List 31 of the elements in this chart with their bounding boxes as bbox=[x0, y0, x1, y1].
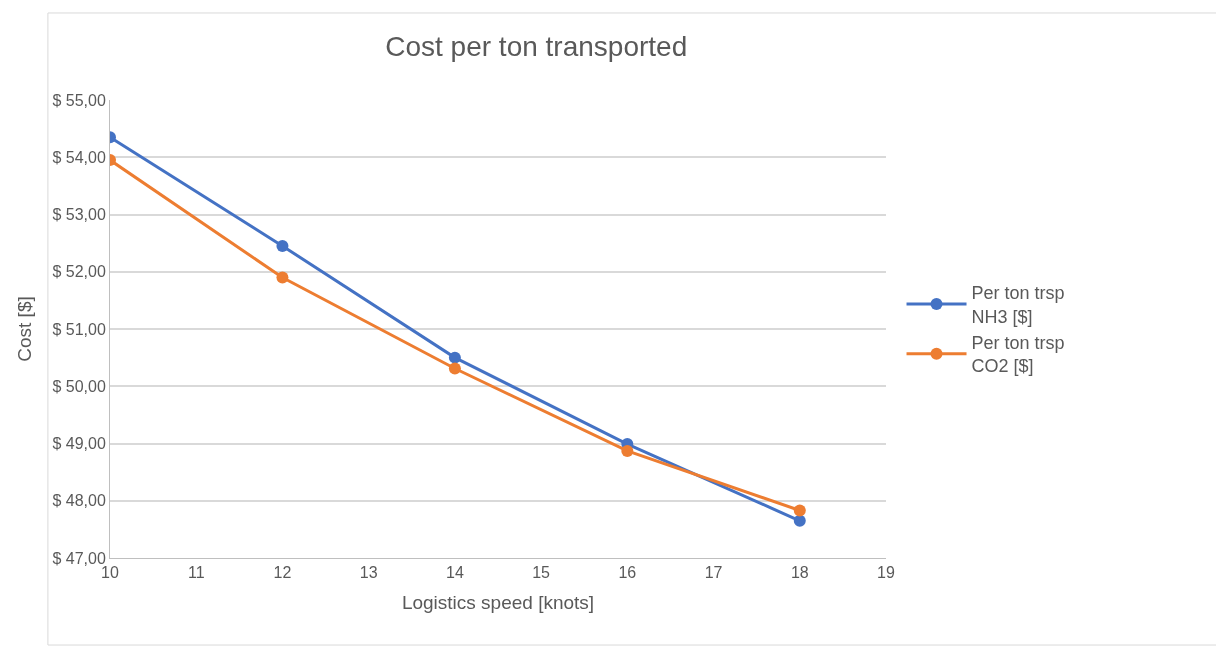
point bbox=[276, 239, 289, 252]
y-tick-label: $ 54,00 bbox=[52, 148, 106, 166]
x-tick-label: 11 bbox=[187, 564, 205, 582]
y-tick-label: $ 47,00 bbox=[52, 549, 106, 567]
x-tick-label: 10 bbox=[101, 564, 119, 582]
point bbox=[621, 444, 634, 457]
point bbox=[276, 271, 289, 284]
point bbox=[448, 362, 461, 375]
point bbox=[793, 504, 806, 517]
y-tick-label: $ 48,00 bbox=[52, 492, 106, 510]
x-tick-label: 15 bbox=[532, 564, 551, 582]
x-tick-label: 18 bbox=[790, 564, 809, 582]
x-tick-label: 19 bbox=[877, 564, 895, 582]
x-axis-title: Logistics speed [knots] bbox=[401, 592, 595, 613]
y-axis-title: Cost [$] bbox=[14, 296, 36, 362]
point bbox=[793, 514, 806, 527]
point bbox=[448, 351, 461, 364]
x-tick-label: 17 bbox=[704, 564, 723, 582]
x-tick-label: 13 bbox=[359, 564, 378, 582]
legend-label: Per ton trsp CO2 [$] bbox=[971, 333, 1065, 377]
chart-title: Cost per ton transported bbox=[385, 30, 688, 62]
y-tick-label: $ 52,00 bbox=[52, 263, 106, 281]
x-tick-label: 14 bbox=[445, 564, 464, 582]
x-tick-label: 16 bbox=[618, 564, 637, 582]
y-tick-label: $ 55,00 bbox=[52, 91, 106, 109]
y-tick-label: $ 53,00 bbox=[52, 206, 106, 224]
legend-label: Per ton trsp NH3 [$] bbox=[971, 283, 1065, 327]
y-tick-label: $ 49,00 bbox=[52, 435, 106, 453]
x-tick-label: 12 bbox=[273, 564, 292, 582]
y-tick-label: $ 50,00 bbox=[52, 377, 106, 395]
y-tick-label: $ 51,00 bbox=[52, 320, 106, 338]
